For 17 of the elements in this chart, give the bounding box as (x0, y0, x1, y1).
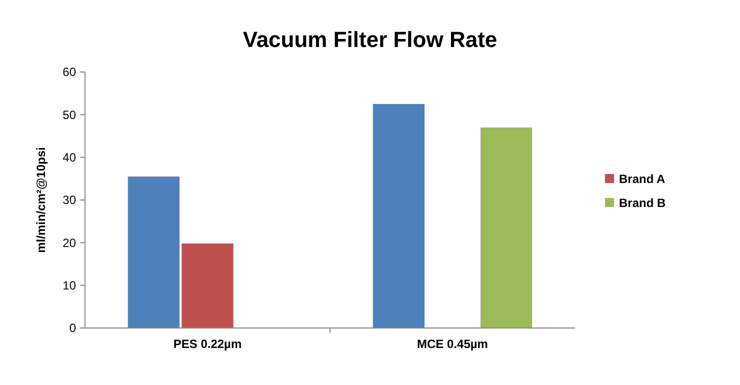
y-tick-label: 0 (69, 321, 76, 336)
legend-label: Brand B (619, 196, 666, 210)
bar (128, 176, 180, 328)
y-tick-label: 50 (62, 108, 76, 122)
y-tick-label: 20 (62, 236, 76, 250)
x-tick-label: MCE 0.45µm (417, 337, 488, 351)
bar (182, 244, 234, 328)
y-axis-title: ml/min/cm²@10psi (34, 147, 48, 253)
y-tick-label: 60 (62, 65, 76, 80)
bar (372, 104, 425, 328)
chart-title: Vacuum Filter Flow Rate (242, 27, 498, 52)
bar (480, 127, 532, 328)
y-tick-label: 40 (62, 150, 76, 165)
y-tick-label: 10 (62, 278, 76, 293)
y-tick-label: 30 (62, 193, 76, 208)
legend-label: Brand A (619, 172, 666, 186)
x-tick-label: PES 0.22µm (173, 337, 242, 351)
